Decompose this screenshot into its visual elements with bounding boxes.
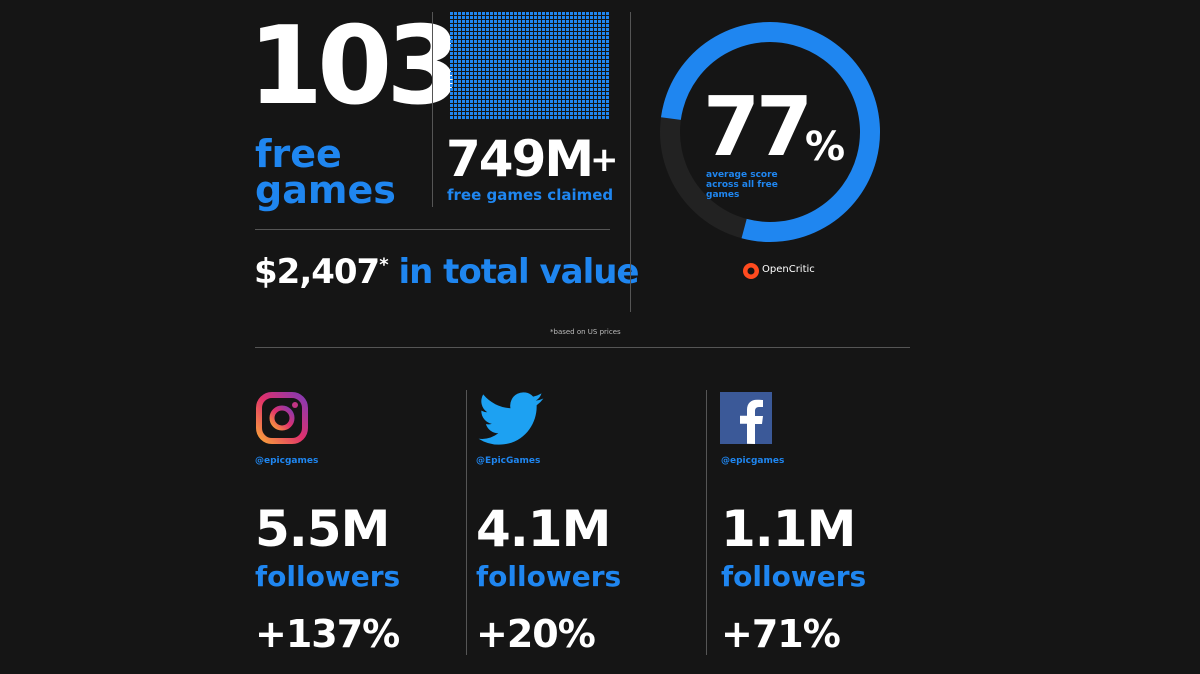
follower-growth: +71% xyxy=(721,612,841,656)
social-handle: @EpicGames xyxy=(476,456,541,466)
instagram-icon xyxy=(256,392,308,444)
claimed-plus: + xyxy=(590,140,619,180)
score-arc xyxy=(660,22,880,242)
followers-count: 1.1M xyxy=(721,500,856,558)
divider xyxy=(255,347,910,348)
footnote: *based on US prices xyxy=(550,328,621,336)
divider xyxy=(432,12,433,207)
divider xyxy=(706,390,707,655)
score-caption: average score across all free games xyxy=(706,170,778,200)
social-handle: @epicgames xyxy=(721,456,785,466)
dot-grid xyxy=(450,12,610,120)
value-amount-text: $2,407 xyxy=(254,252,380,292)
followers-count: 5.5M xyxy=(255,500,390,558)
games-count: 103 xyxy=(248,4,461,129)
score-value: 77 xyxy=(703,80,813,175)
facebook-icon xyxy=(720,392,772,444)
followers-label: followers xyxy=(476,560,622,593)
value-mark: * xyxy=(379,254,388,276)
social-handle: @epicgames xyxy=(255,456,319,466)
followers-label: followers xyxy=(255,560,401,593)
value-amount: $2,407* in total value xyxy=(254,252,640,292)
divider xyxy=(466,390,467,655)
score-unit: % xyxy=(805,124,846,170)
follower-growth: +137% xyxy=(255,612,400,656)
claimed-label: free games claimed xyxy=(447,186,614,204)
games-label: free games xyxy=(255,132,396,212)
divider xyxy=(255,229,610,230)
followers-label: followers xyxy=(721,560,867,593)
twitter-icon xyxy=(478,392,544,445)
claimed-count: 749M xyxy=(446,130,594,188)
value-label: in total value xyxy=(398,252,639,292)
followers-count: 4.1M xyxy=(476,500,611,558)
score-ring xyxy=(660,22,880,242)
follower-growth: +20% xyxy=(476,612,596,656)
score-source: OpenCritic xyxy=(762,264,815,275)
opencritic-logo xyxy=(743,263,759,279)
divider xyxy=(630,12,631,312)
